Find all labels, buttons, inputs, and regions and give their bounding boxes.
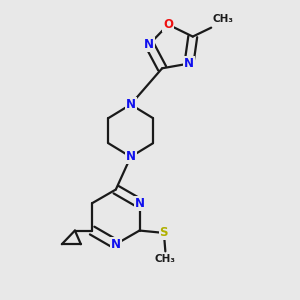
- Text: S: S: [160, 226, 168, 239]
- Text: CH₃: CH₃: [155, 254, 176, 264]
- Text: N: N: [111, 238, 121, 251]
- Text: N: N: [144, 38, 154, 51]
- Text: CH₃: CH₃: [213, 14, 234, 24]
- Text: N: N: [184, 57, 194, 70]
- Text: N: N: [134, 197, 145, 210]
- Text: N: N: [126, 98, 136, 111]
- Text: O: O: [163, 18, 173, 31]
- Text: N: N: [126, 150, 136, 163]
